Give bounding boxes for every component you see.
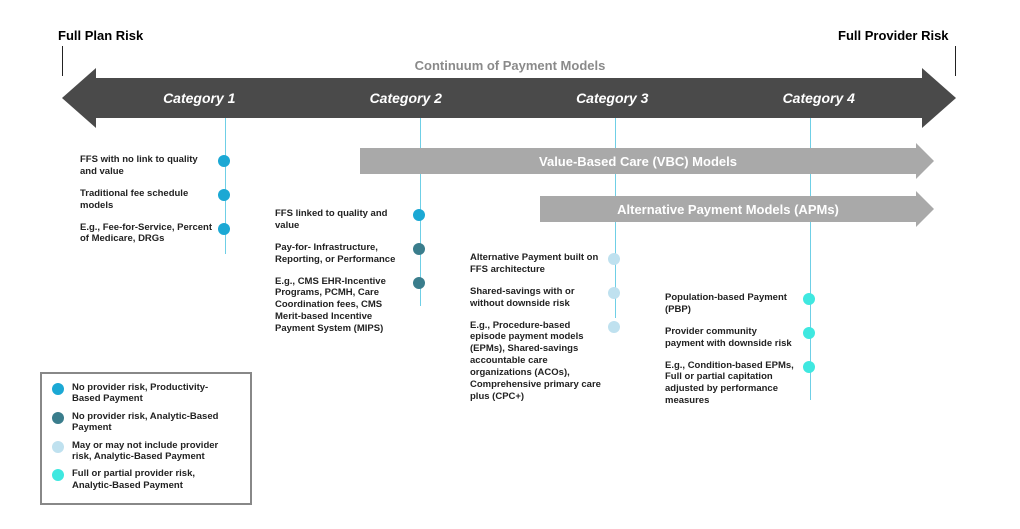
cat3-item-1: Alternative Payment built on FFS archite… (470, 252, 620, 276)
cat1-item-3: E.g., Fee-for-Service, Percent of Medica… (80, 222, 230, 246)
cat2-item-3-text: E.g., CMS EHR-Incentive Programs, PCMH, … (275, 276, 413, 335)
cat4-item-1: Population-based Payment (PBP) (665, 292, 815, 316)
vbc-arrow: Value-Based Care (VBC) Models (360, 148, 934, 174)
apm-arrow-label: Alternative Payment Models (APMs) (540, 196, 916, 222)
arrow-head-right (922, 68, 956, 128)
dot-pale-blue-icon (608, 253, 620, 265)
cat1-group: FFS with no link to quality and value Tr… (80, 154, 230, 255)
legend-item-1: No provider risk, Productivity-Based Pay… (52, 382, 240, 405)
dot-bright-blue-icon (218, 155, 230, 167)
cat3-item-3: E.g., Procedure-based episode payment mo… (470, 320, 620, 403)
main-arrow: Category 1 Category 2 Category 3 Categor… (62, 78, 956, 118)
cat4-item-1-text: Population-based Payment (PBP) (665, 292, 803, 316)
risk-left-label: Full Plan Risk (58, 28, 143, 43)
legend-item-3: May or may not include provider risk, An… (52, 440, 240, 463)
arrow-head-left (62, 68, 96, 128)
vbc-arrow-head (916, 143, 934, 179)
legend-item-4: Full or partial provider risk, Analytic-… (52, 468, 240, 491)
dot-cyan-icon (52, 469, 64, 481)
category-4-label: Category 4 (783, 90, 855, 106)
legend-item-1-text: No provider risk, Productivity-Based Pay… (72, 382, 232, 405)
cat1-item-2-text: Traditional fee schedule models (80, 188, 218, 212)
dot-teal-dark-icon (413, 243, 425, 255)
cat2-item-1: FFS linked to quality and value (275, 208, 425, 232)
apm-arrow: Alternative Payment Models (APMs) (540, 196, 934, 222)
legend-item-4-text: Full or partial provider risk, Analytic-… (72, 468, 232, 491)
cat1-item-1: FFS with no link to quality and value (80, 154, 230, 178)
dot-bright-blue-icon (218, 189, 230, 201)
dot-bright-blue-icon (52, 383, 64, 395)
category-3-label: Category 3 (576, 90, 648, 106)
dot-cyan-icon (803, 361, 815, 373)
main-arrow-shaft: Category 1 Category 2 Category 3 Categor… (96, 78, 922, 118)
cat3-item-3-text: E.g., Procedure-based episode payment mo… (470, 320, 608, 403)
cat1-item-3-text: E.g., Fee-for-Service, Percent of Medica… (80, 222, 218, 246)
cat2-item-2: Pay-for- Infrastructure, Reporting, or P… (275, 242, 425, 266)
cat1-item-1-text: FFS with no link to quality and value (80, 154, 218, 178)
cat3-group: Alternative Payment built on FFS archite… (470, 252, 620, 413)
category-2-label: Category 2 (370, 90, 442, 106)
dot-pale-blue-icon (608, 287, 620, 299)
dot-teal-dark-icon (413, 277, 425, 289)
legend-item-3-text: May or may not include provider risk, An… (72, 440, 232, 463)
apm-arrow-head (916, 191, 934, 227)
dot-cyan-icon (803, 327, 815, 339)
legend-box: No provider risk, Productivity-Based Pay… (40, 372, 252, 505)
category-1-label: Category 1 (163, 90, 235, 106)
dot-bright-blue-icon (218, 223, 230, 235)
continuum-title: Continuum of Payment Models (0, 58, 1020, 73)
legend-item-2: No provider risk, Analytic-Based Payment (52, 411, 240, 434)
vbc-arrow-label: Value-Based Care (VBC) Models (360, 148, 916, 174)
cat4-item-3-text: E.g., Condition-based EPMs, Full or part… (665, 360, 803, 408)
risk-right-label: Full Provider Risk (838, 28, 949, 43)
cat4-item-2: Provider community payment with downside… (665, 326, 815, 350)
dot-teal-dark-icon (52, 412, 64, 424)
dot-bright-blue-icon (413, 209, 425, 221)
cat2-item-1-text: FFS linked to quality and value (275, 208, 413, 232)
cat3-item-2: Shared-savings with or without downside … (470, 286, 620, 310)
cat4-item-2-text: Provider community payment with downside… (665, 326, 803, 350)
cat3-item-2-text: Shared-savings with or without downside … (470, 286, 608, 310)
cat3-item-1-text: Alternative Payment built on FFS archite… (470, 252, 608, 276)
cat2-item-2-text: Pay-for- Infrastructure, Reporting, or P… (275, 242, 413, 266)
cat4-item-3: E.g., Condition-based EPMs, Full or part… (665, 360, 815, 408)
dot-cyan-icon (803, 293, 815, 305)
legend-item-2-text: No provider risk, Analytic-Based Payment (72, 411, 232, 434)
cat4-group: Population-based Payment (PBP) Provider … (665, 292, 815, 417)
cat2-group: FFS linked to quality and value Pay-for-… (275, 208, 425, 345)
dot-pale-blue-icon (608, 321, 620, 333)
dot-pale-blue-icon (52, 441, 64, 453)
cat2-item-3: E.g., CMS EHR-Incentive Programs, PCMH, … (275, 276, 425, 335)
cat1-item-2: Traditional fee schedule models (80, 188, 230, 212)
